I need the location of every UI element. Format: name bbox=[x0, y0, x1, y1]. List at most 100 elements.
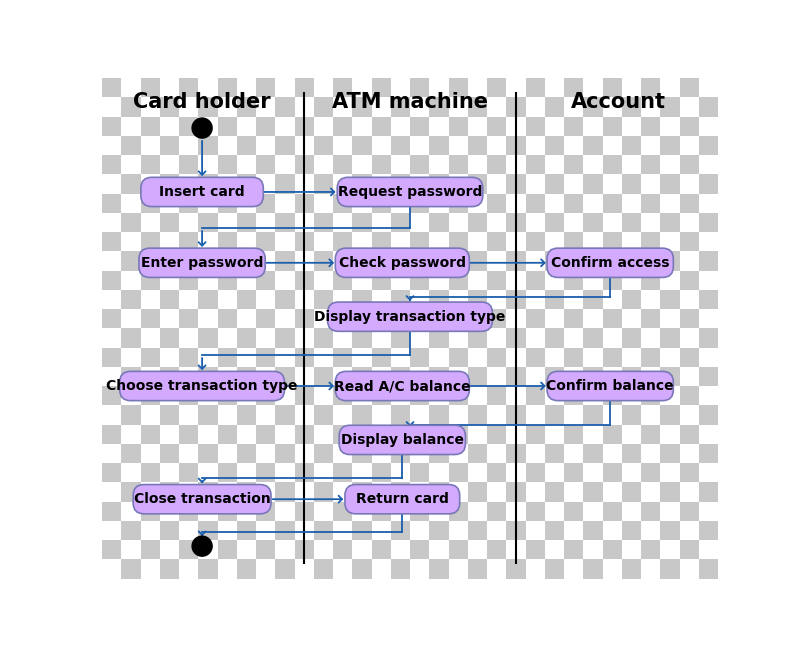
Bar bbox=[449, 78, 468, 98]
Bar bbox=[660, 405, 679, 424]
Bar bbox=[641, 424, 660, 444]
Bar bbox=[698, 174, 718, 194]
Bar bbox=[198, 78, 218, 98]
Bar bbox=[718, 463, 738, 482]
Bar bbox=[198, 136, 218, 155]
Bar bbox=[410, 424, 430, 444]
Bar bbox=[526, 155, 545, 174]
Bar bbox=[256, 174, 275, 194]
Bar bbox=[583, 194, 602, 213]
Bar bbox=[237, 232, 256, 252]
Bar bbox=[256, 559, 275, 578]
Bar bbox=[314, 78, 333, 98]
Bar bbox=[179, 270, 198, 290]
Bar bbox=[506, 98, 526, 116]
Bar bbox=[102, 521, 122, 540]
Bar bbox=[122, 98, 141, 116]
Bar bbox=[390, 386, 410, 405]
Bar bbox=[237, 270, 256, 290]
Bar bbox=[237, 98, 256, 116]
Bar bbox=[487, 405, 506, 424]
Bar bbox=[179, 540, 198, 559]
Bar bbox=[602, 252, 622, 270]
Bar bbox=[122, 290, 141, 309]
Bar bbox=[102, 232, 122, 252]
Bar bbox=[430, 444, 449, 463]
Bar bbox=[352, 405, 371, 424]
Bar bbox=[198, 502, 218, 521]
Bar bbox=[371, 424, 390, 444]
Bar bbox=[218, 367, 237, 386]
Bar bbox=[102, 348, 122, 367]
FancyBboxPatch shape bbox=[120, 371, 285, 400]
Bar bbox=[698, 252, 718, 270]
Bar bbox=[602, 78, 622, 98]
Bar bbox=[545, 348, 564, 367]
Bar bbox=[449, 213, 468, 232]
Bar bbox=[160, 328, 179, 348]
Bar bbox=[660, 78, 679, 98]
Bar bbox=[198, 290, 218, 309]
Bar bbox=[526, 136, 545, 155]
Bar bbox=[641, 270, 660, 290]
Bar bbox=[641, 444, 660, 463]
Bar bbox=[583, 232, 602, 252]
Bar bbox=[526, 328, 545, 348]
Bar bbox=[102, 98, 122, 116]
Bar bbox=[102, 213, 122, 232]
Bar bbox=[545, 213, 564, 232]
Bar bbox=[679, 116, 698, 136]
Bar bbox=[237, 348, 256, 367]
Bar bbox=[660, 578, 679, 598]
Bar bbox=[352, 290, 371, 309]
Bar bbox=[256, 444, 275, 463]
Bar bbox=[583, 386, 602, 405]
Bar bbox=[314, 270, 333, 290]
Bar bbox=[256, 348, 275, 367]
Bar bbox=[660, 328, 679, 348]
Bar bbox=[294, 386, 314, 405]
Circle shape bbox=[192, 118, 212, 138]
Bar bbox=[371, 213, 390, 232]
Bar bbox=[371, 386, 390, 405]
Bar bbox=[698, 309, 718, 328]
Bar bbox=[641, 232, 660, 252]
Bar bbox=[660, 155, 679, 174]
Bar bbox=[545, 367, 564, 386]
Bar bbox=[602, 578, 622, 598]
Bar bbox=[122, 309, 141, 328]
Bar bbox=[256, 194, 275, 213]
Bar bbox=[583, 463, 602, 482]
Bar bbox=[410, 98, 430, 116]
Bar bbox=[506, 155, 526, 174]
Bar bbox=[449, 290, 468, 309]
Bar bbox=[564, 174, 583, 194]
Bar bbox=[275, 578, 294, 598]
Bar bbox=[468, 348, 487, 367]
Bar bbox=[352, 155, 371, 174]
Bar bbox=[698, 270, 718, 290]
Bar bbox=[545, 290, 564, 309]
Bar bbox=[141, 136, 160, 155]
Bar bbox=[679, 309, 698, 328]
Bar bbox=[526, 540, 545, 559]
Bar bbox=[487, 559, 506, 578]
Bar bbox=[564, 578, 583, 598]
Bar bbox=[371, 136, 390, 155]
Bar bbox=[179, 78, 198, 98]
Bar bbox=[718, 309, 738, 328]
Bar bbox=[641, 328, 660, 348]
Bar bbox=[698, 559, 718, 578]
Bar bbox=[698, 232, 718, 252]
Bar bbox=[698, 386, 718, 405]
Bar bbox=[506, 444, 526, 463]
Bar bbox=[718, 270, 738, 290]
Bar bbox=[275, 98, 294, 116]
Bar bbox=[545, 309, 564, 328]
Bar bbox=[275, 367, 294, 386]
Bar bbox=[371, 348, 390, 367]
Bar bbox=[430, 98, 449, 116]
Bar bbox=[660, 136, 679, 155]
Bar bbox=[660, 521, 679, 540]
Bar bbox=[545, 270, 564, 290]
